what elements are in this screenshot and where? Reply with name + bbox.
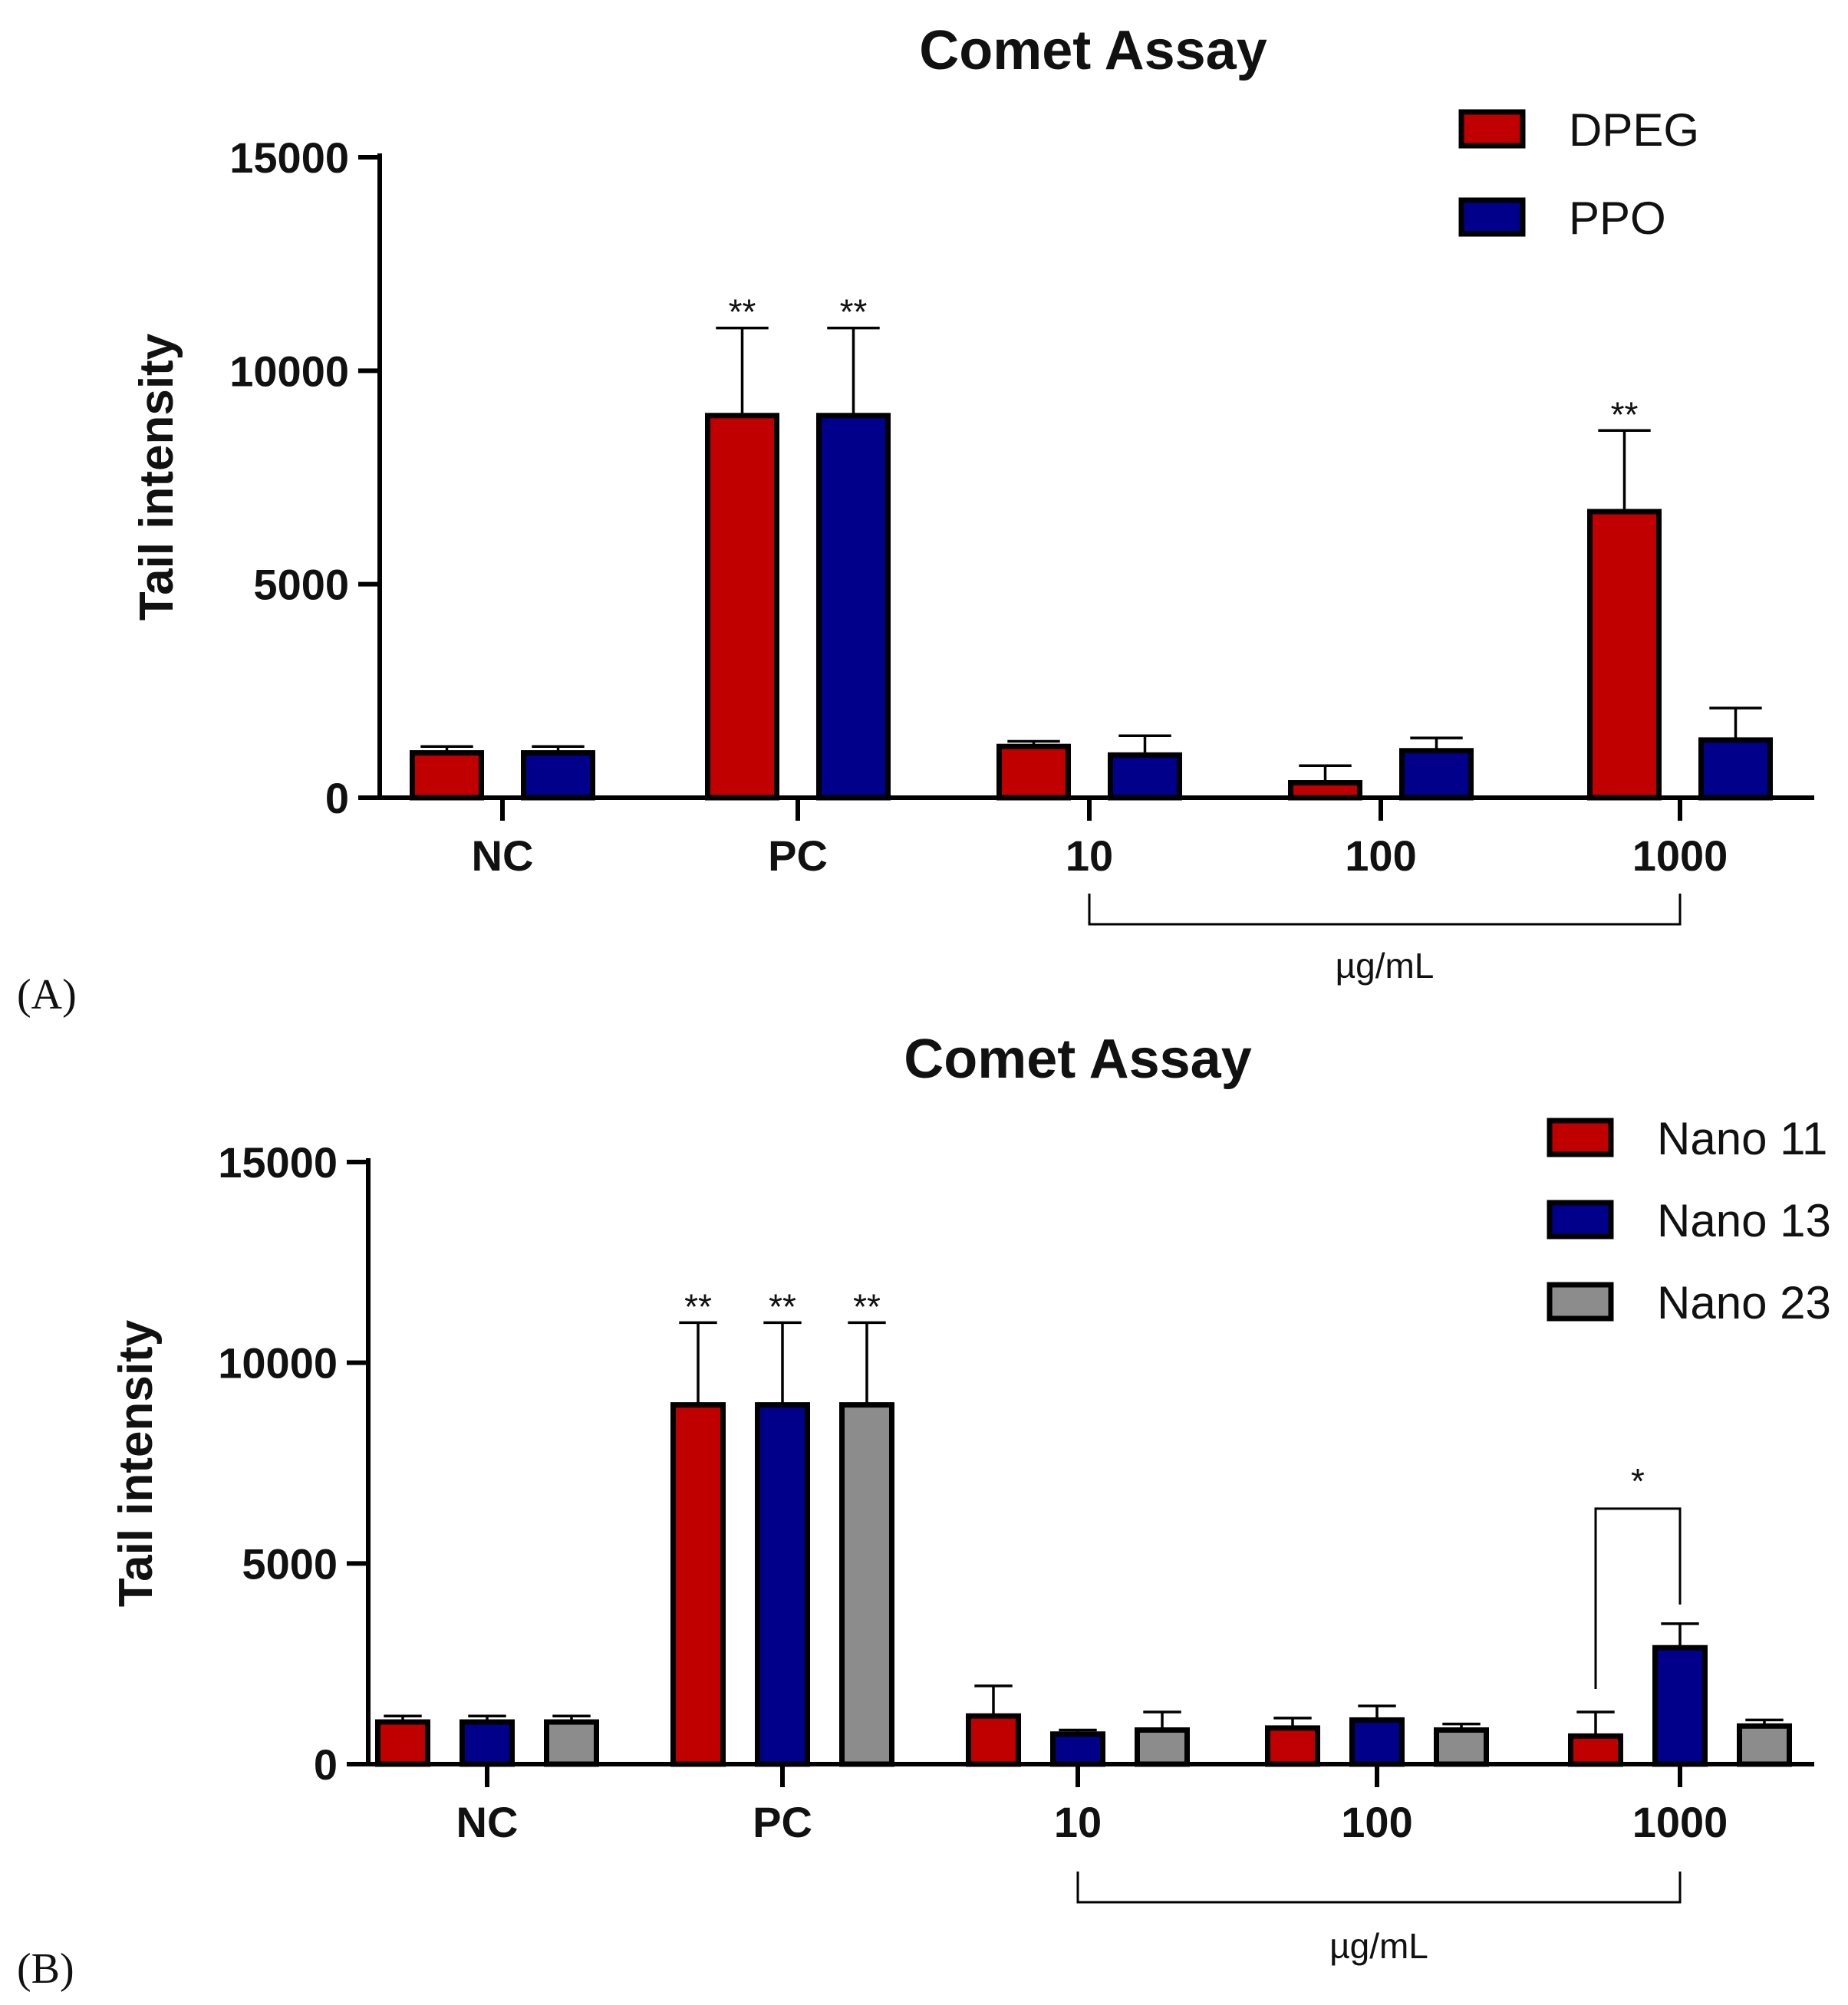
- bar: [1288, 780, 1362, 801]
- bar: [705, 413, 779, 801]
- bar: [521, 750, 595, 801]
- legend-label: DPEG: [1569, 104, 1699, 156]
- panel-label: (A): [17, 971, 77, 1019]
- bar: [1399, 748, 1474, 801]
- legend-label: PPO: [1569, 193, 1666, 244]
- legend-label: Nano 13: [1657, 1195, 1831, 1246]
- bar: [755, 1402, 810, 1767]
- bar: [1737, 1723, 1792, 1767]
- bar: [1349, 1717, 1405, 1767]
- y-tick-label: 0: [325, 774, 349, 822]
- legend-swatch: [1547, 1118, 1614, 1157]
- y-tick-label: 5000: [242, 1539, 338, 1588]
- significance-marker: **: [729, 292, 756, 332]
- bar: [375, 1719, 430, 1767]
- legend-label: Nano 23: [1657, 1277, 1831, 1328]
- y-axis-label: Tail intensity: [110, 1319, 163, 1607]
- y-tick-label: 10000: [229, 347, 349, 395]
- legend-swatch: [1458, 109, 1526, 149]
- chart-title: Comet Assay: [919, 20, 1267, 81]
- y-tick-label: 15000: [229, 133, 349, 182]
- concentration-bracket: [1076, 1872, 1682, 1904]
- y-tick-label: 5000: [253, 561, 349, 609]
- x-tick-label: NC: [472, 831, 534, 880]
- significance-marker: **: [1611, 394, 1639, 434]
- comparison-bracket: [1594, 1507, 1682, 1689]
- chart-panel-b: Comet Assay Tail intensity 0 5000 10000 15000…: [17, 1029, 1831, 1993]
- bar: [996, 743, 1071, 801]
- y-tick-label: 15000: [218, 1138, 338, 1187]
- x-tick-label: 100: [1341, 1798, 1412, 1846]
- x-tick-label: PC: [768, 831, 828, 880]
- legend-swatch: [1547, 1282, 1614, 1322]
- chart-panel-a: Comet Assay Tail intensity 0 5000 10000 15000…: [17, 20, 1814, 1019]
- x-tick-label: NC: [456, 1798, 519, 1846]
- unit-label: µg/mL: [1329, 1926, 1428, 1966]
- x-tick-label: 10: [1054, 1798, 1102, 1846]
- unit-label: µg/mL: [1336, 946, 1435, 986]
- x-tick-label: 10: [1066, 831, 1113, 880]
- bar: [1265, 1725, 1320, 1767]
- concentration-bracket: [1088, 894, 1682, 926]
- bar: [1698, 737, 1773, 801]
- significance-marker: **: [769, 1286, 796, 1326]
- significance-marker: **: [853, 1286, 881, 1326]
- bar: [1135, 1727, 1190, 1767]
- y-tick-label: 0: [314, 1740, 338, 1789]
- x-tick-label: 100: [1345, 831, 1416, 880]
- legend-label: Nano 11: [1657, 1113, 1827, 1164]
- x-tick-label: 1000: [1632, 831, 1728, 880]
- y-tick-label: 10000: [218, 1339, 338, 1388]
- legend-swatch: [1458, 197, 1526, 237]
- bar: [1050, 1731, 1105, 1767]
- x-tick-label: PC: [753, 1798, 812, 1846]
- legend-swatch: [1547, 1200, 1614, 1240]
- significance-marker: **: [840, 292, 868, 332]
- bar: [670, 1402, 726, 1767]
- bar: [1568, 1733, 1623, 1767]
- panel-label: (B): [17, 1945, 74, 1993]
- bar: [839, 1402, 894, 1767]
- bar: [1587, 509, 1662, 801]
- comparison-marker: *: [1631, 1461, 1645, 1501]
- chart-title: Comet Assay: [904, 1029, 1252, 1090]
- bar: [1434, 1727, 1489, 1767]
- x-tick-label: 1000: [1632, 1798, 1728, 1846]
- bar: [966, 1713, 1021, 1767]
- bar: [1652, 1644, 1708, 1767]
- y-axis-label: Tail intensity: [130, 333, 183, 621]
- bar: [544, 1719, 599, 1767]
- bar: [460, 1719, 515, 1767]
- bar: [816, 413, 891, 801]
- significance-marker: **: [684, 1286, 712, 1326]
- bar: [1108, 752, 1182, 801]
- bar: [410, 750, 484, 801]
